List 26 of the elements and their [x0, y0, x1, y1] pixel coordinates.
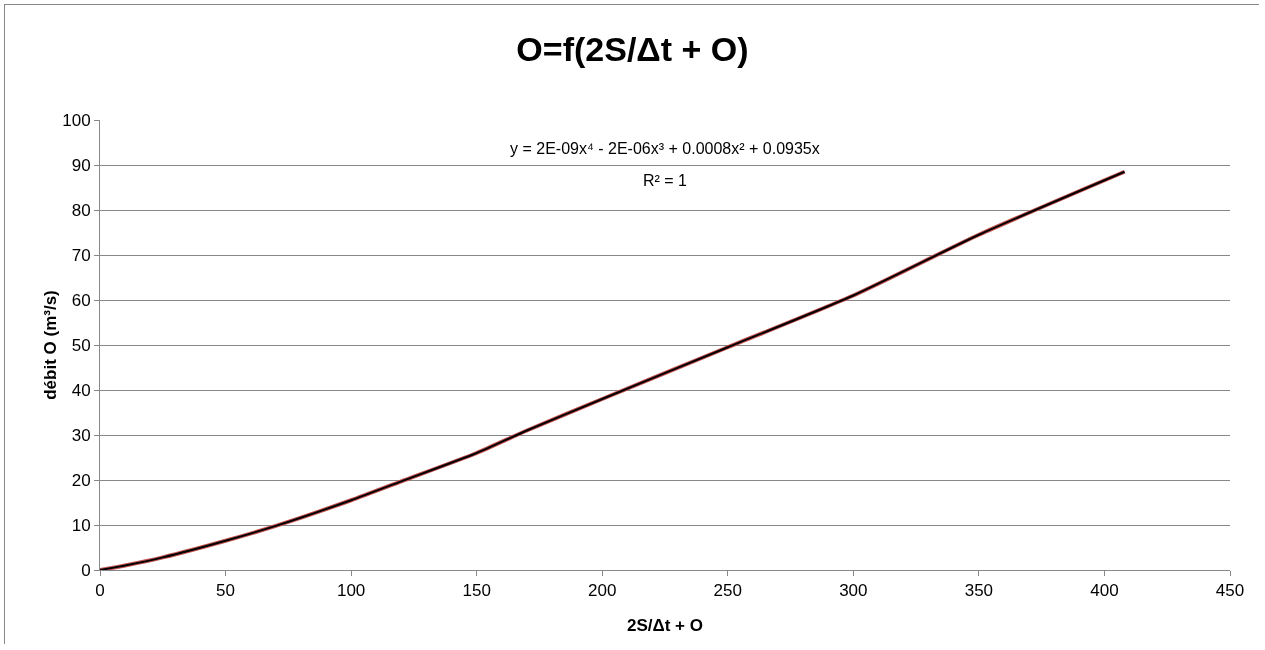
- x-tick-label: 0: [95, 581, 105, 601]
- y-axis-title: débit O (m³/s): [41, 290, 60, 400]
- x-axis-title: 2S/Δt + O: [627, 616, 703, 635]
- y-tick-label: 0: [81, 560, 91, 580]
- annotation: R² = 1: [643, 172, 688, 189]
- annotation: y = 2E-09x⁴ - 2E-06x³ + 0.0008x² + 0.0935x: [510, 140, 820, 157]
- y-tick-label: 30: [71, 425, 91, 445]
- x-tick-label: 250: [713, 581, 742, 601]
- y-tick-label: 80: [71, 200, 91, 220]
- x-tick-label: 400: [1090, 581, 1119, 601]
- y-tick-label: 70: [71, 245, 91, 265]
- x-tick-label: 350: [964, 581, 994, 601]
- y-tick-label: 90: [71, 155, 91, 175]
- y-tick-label: 100: [62, 110, 91, 130]
- y-tick-label: 40: [71, 380, 91, 400]
- y-tick-label: 60: [71, 290, 91, 310]
- x-tick-label: 50: [216, 581, 236, 601]
- x-tick-label: 450: [1215, 581, 1245, 601]
- x-tick-label: 150: [462, 581, 491, 601]
- x-tick-label: 200: [588, 581, 617, 601]
- x-tick-label: 100: [336, 581, 366, 601]
- y-tick-label: 50: [71, 335, 91, 355]
- y-tick-label: 20: [71, 470, 91, 490]
- chart-title: O=f(2S/Δt + O): [516, 29, 749, 68]
- y-tick-label: 10: [71, 515, 91, 535]
- x-tick-label: 300: [839, 581, 868, 601]
